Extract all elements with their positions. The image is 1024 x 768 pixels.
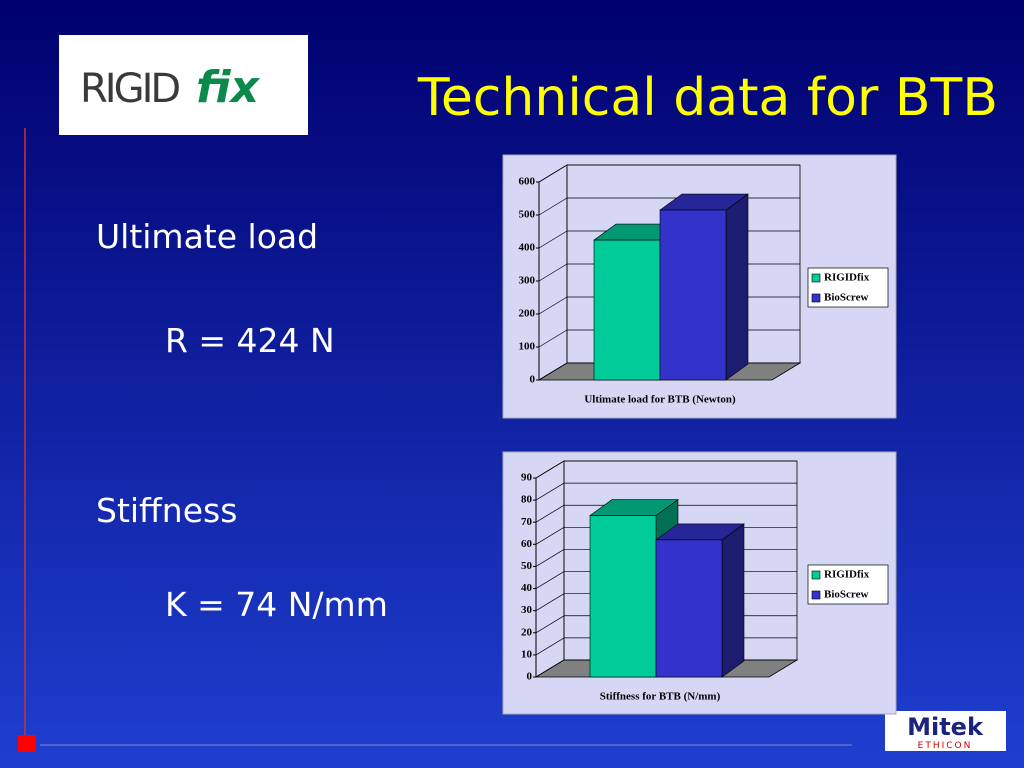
- section-value: R = 424 N: [165, 321, 335, 360]
- y-tick-label: 60: [521, 538, 533, 550]
- y-tick-label: 300: [519, 275, 536, 287]
- grid-line: [535, 504, 565, 523]
- grid-line: [538, 296, 568, 315]
- legend-box: [807, 564, 889, 605]
- y-tick-label: 80: [521, 494, 533, 506]
- section-heading: Stiffness: [96, 491, 237, 530]
- y-tick-label: 600: [519, 176, 536, 188]
- grid-line: [538, 329, 568, 348]
- legend-label: BioScrew: [824, 589, 868, 601]
- logo-accent: fix: [196, 62, 261, 113]
- bar-side: [725, 193, 749, 381]
- grid-line: [535, 549, 565, 567]
- grid-line: [535, 482, 565, 501]
- section-heading: Ultimate load: [96, 217, 318, 256]
- y-tick-label: 20: [521, 626, 533, 638]
- legend-swatch: [811, 293, 821, 303]
- y-tick-label: 200: [519, 308, 536, 320]
- bar: [659, 209, 727, 381]
- legend-swatch: [811, 570, 821, 580]
- bar: [655, 539, 723, 678]
- logo-box: [59, 35, 308, 135]
- legend-label: RIGIDfix: [824, 569, 870, 581]
- grid-line: [535, 571, 565, 589]
- grid-line: [535, 527, 565, 545]
- grid-line: [538, 164, 568, 183]
- y-tick-label: 70: [521, 516, 533, 528]
- bar: [593, 239, 661, 381]
- legend-box: [807, 267, 889, 308]
- footer-logo-box: [885, 711, 1006, 751]
- y-tick-label: 500: [519, 209, 536, 221]
- grid-line: [538, 197, 568, 216]
- slide-title: Technical data for BTB: [417, 68, 998, 128]
- grid-line: [535, 593, 565, 611]
- grid-line: [538, 362, 568, 381]
- legend-label: RIGIDfix: [824, 272, 870, 284]
- y-tick-label: 50: [521, 560, 533, 572]
- grid-line: [535, 615, 565, 634]
- x-axis-label: Ultimate load for BTB (Newton): [584, 394, 736, 406]
- y-tick-label: 10: [521, 648, 533, 660]
- grid-line: [535, 659, 565, 678]
- y-tick-label: 0: [530, 374, 536, 386]
- grid-line: [538, 263, 568, 282]
- legend-label: BioScrew: [824, 292, 868, 304]
- grid-line: [538, 230, 568, 249]
- y-tick-label: 400: [519, 242, 536, 254]
- legend-swatch: [811, 273, 821, 283]
- logo-main: RIGID: [80, 66, 179, 112]
- footer-logo-name: Mitek: [907, 713, 984, 741]
- bar: [589, 515, 657, 678]
- x-axis-label: Stiffness for BTB (N/mm): [600, 691, 721, 703]
- y-tick-label: 30: [521, 604, 533, 616]
- bar-side: [721, 523, 745, 678]
- y-tick-label: 0: [527, 671, 533, 683]
- legend-swatch: [811, 590, 821, 600]
- y-tick-label: 40: [521, 582, 533, 594]
- footer-logo-company: ETHICON: [918, 741, 973, 751]
- accent-square: [18, 735, 36, 752]
- section-value: K = 74 N/mm: [165, 585, 388, 624]
- y-tick-label: 100: [519, 341, 536, 353]
- y-tick-label: 90: [521, 472, 533, 484]
- grid-line: [535, 460, 565, 479]
- grid-line: [535, 637, 565, 656]
